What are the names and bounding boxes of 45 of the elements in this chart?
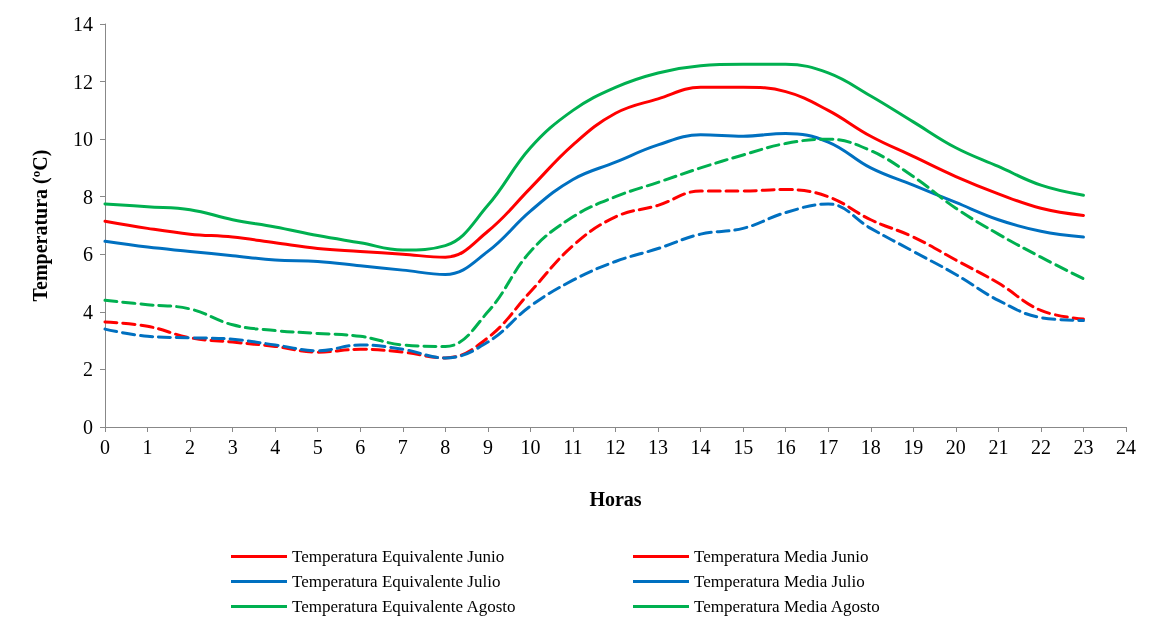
legend-label: Temperatura Equivalente Junio xyxy=(292,547,505,566)
line-series xyxy=(103,137,1085,348)
y-axis-title: Temperatura (ºC) xyxy=(29,149,52,302)
x-tick-label: 16 xyxy=(775,436,796,458)
x-tick-label: 1 xyxy=(142,436,153,458)
x-tick-label: 12 xyxy=(605,436,626,458)
x-tick-label: 5 xyxy=(312,436,323,458)
legend-label: Temperatura Media Julio xyxy=(694,572,865,591)
y-tick-label: 14 xyxy=(73,13,93,35)
x-tick-label: 22 xyxy=(1030,436,1051,458)
y-tick-label: 6 xyxy=(83,243,93,266)
x-tick-label: 8 xyxy=(440,436,451,458)
x-tick-label: 4 xyxy=(270,436,281,458)
x-tick-label: 7 xyxy=(397,436,408,458)
x-tick-label: 20 xyxy=(945,436,966,458)
x-tick-label: 0 xyxy=(100,436,110,458)
x-tick-label: 24 xyxy=(1116,436,1136,458)
x-tick-label: 13 xyxy=(648,436,669,458)
x-tick-label: 11 xyxy=(563,436,583,458)
line-series xyxy=(103,62,1085,252)
x-tick-label: 14 xyxy=(690,436,711,458)
x-tick-label: 10 xyxy=(520,436,541,458)
y-tick-label: 12 xyxy=(73,70,93,93)
x-axis-title: Horas xyxy=(589,488,642,510)
x-tick-label: 17 xyxy=(818,436,839,458)
x-tick-label: 9 xyxy=(482,436,493,458)
y-tick-label: 10 xyxy=(73,128,93,151)
legend-label: Temperatura Media Agosto xyxy=(694,597,880,616)
x-tick-label: 15 xyxy=(733,436,754,458)
legend-label: Temperatura Equivalente Julio xyxy=(292,572,501,591)
x-tick-label: 23 xyxy=(1073,436,1094,458)
x-tick-label: 3 xyxy=(227,436,238,458)
line-series xyxy=(103,131,1085,276)
y-tick-label: 0 xyxy=(83,416,93,438)
x-tick-label: 2 xyxy=(185,436,196,458)
x-tick-label: 19 xyxy=(903,436,924,458)
x-tick-label: 21 xyxy=(988,436,1009,458)
legend-label: Temperatura Media Junio xyxy=(694,547,869,566)
y-tick-label: 8 xyxy=(83,185,93,208)
x-tick-label: 6 xyxy=(355,436,366,458)
line-series xyxy=(103,85,1085,259)
x-tick-label: 18 xyxy=(860,436,881,458)
legend-label: Temperatura Equivalente Agosto xyxy=(292,597,516,616)
y-tick-label: 4 xyxy=(83,300,93,323)
y-tick-label: 2 xyxy=(83,358,93,381)
